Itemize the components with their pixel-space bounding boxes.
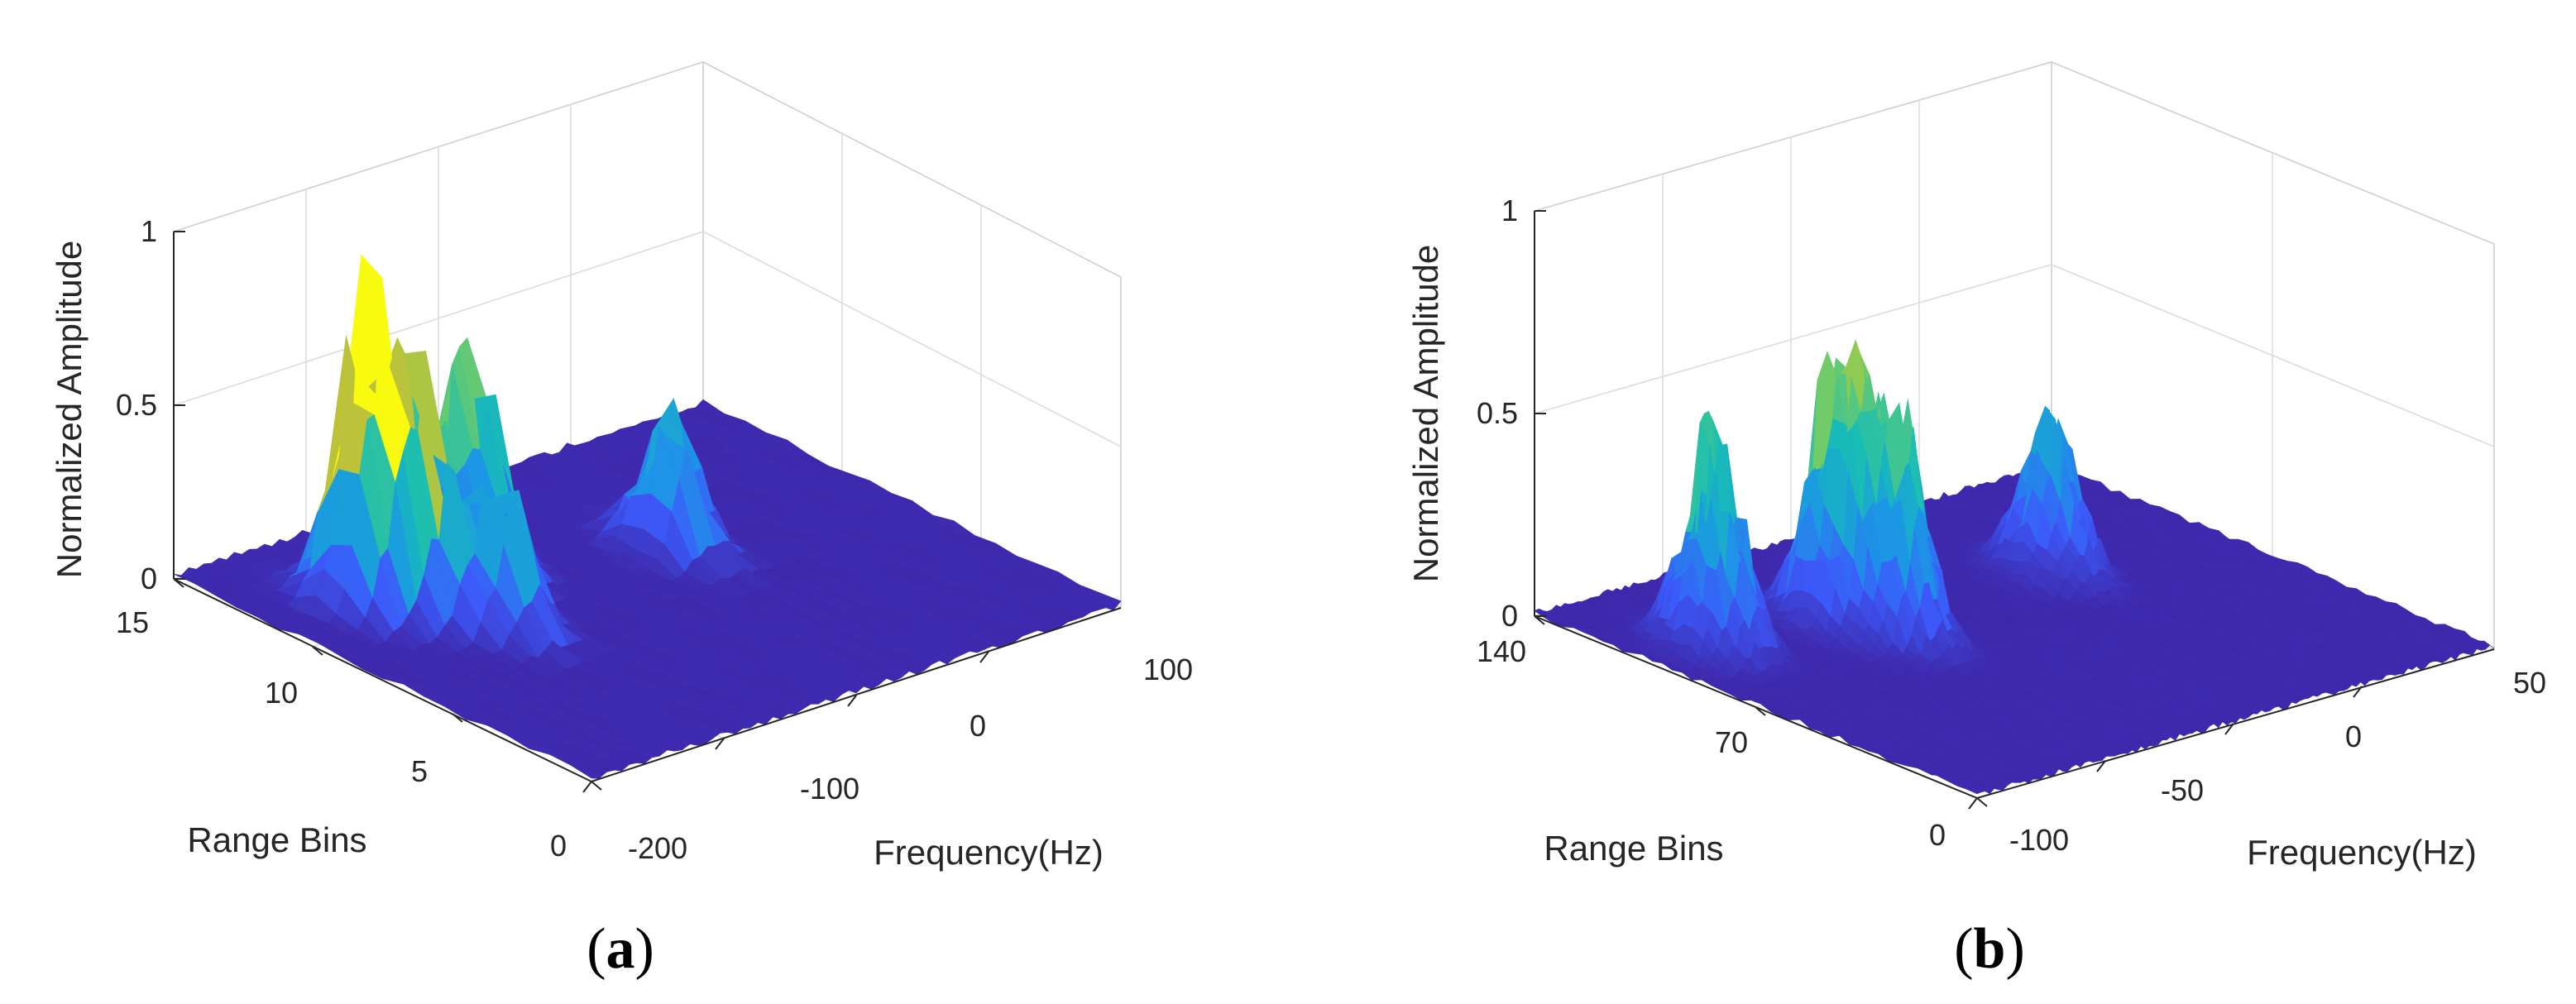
panel-a-z-tick: 0 xyxy=(141,562,157,595)
panel-a-y-tick: 5 xyxy=(411,754,428,788)
panel-a-y-tick: 15 xyxy=(116,605,149,639)
panel-a-x-tick: -100 xyxy=(800,772,859,806)
panel-a-x-tick: 100 xyxy=(1143,653,1193,686)
panel-a-caption: (a) xyxy=(587,917,654,981)
panel-a-y-tick: 10 xyxy=(265,676,298,710)
panel-a-x-tick: -200 xyxy=(628,831,687,865)
panel-a-xlabel: Frequency(Hz) xyxy=(874,833,1104,872)
panel-a-x-tick: 0 xyxy=(970,709,986,743)
panel-a-ylabel: Range Bins xyxy=(187,820,366,859)
panel-a-zlabel: Normalized Amplitude xyxy=(50,241,89,579)
panel-a-z-tick: 0.5 xyxy=(116,388,157,422)
panel-a-z-tick: 1 xyxy=(141,214,157,248)
panel-a-surface xyxy=(173,254,1122,779)
panel-a: 0 0.5 1 -200 -100 0 100 0 5 10 15 Normal… xyxy=(50,60,1193,981)
panel-a-y-tick: 0 xyxy=(550,829,567,863)
panel-b: 0 0.5 1 -100 -50 0 50 0 70 140 Normalize… xyxy=(1406,60,2546,981)
